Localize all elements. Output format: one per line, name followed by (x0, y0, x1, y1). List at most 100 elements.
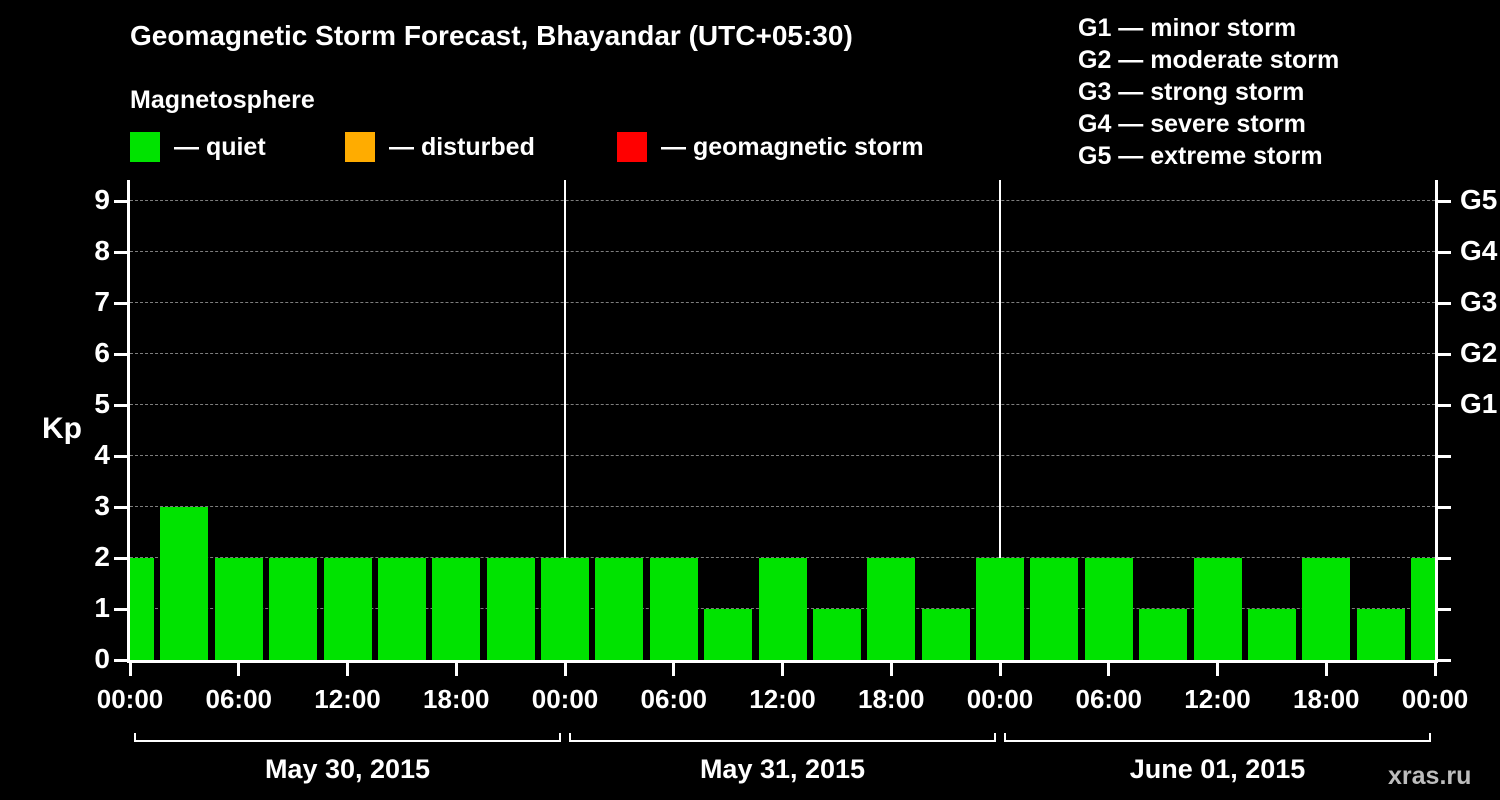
date-bracket-line (1004, 740, 1431, 742)
kp-bar (649, 558, 698, 660)
day-separator (999, 180, 1001, 660)
kp-bar (130, 558, 154, 660)
kp-bar (160, 507, 209, 660)
kp-state-legend: — quiet — disturbed — geomagnetic storm (130, 132, 1030, 166)
kp-bar (1411, 558, 1435, 660)
gridline (130, 557, 1435, 558)
g-scale-label: G4 (1460, 235, 1498, 266)
y-tick-label: 3 (94, 490, 110, 521)
x-tick (128, 663, 132, 676)
y-tick-label: 1 (94, 592, 110, 623)
y-tick (114, 455, 127, 458)
x-tick-label: 12:00 (314, 684, 381, 714)
x-axis (127, 660, 1438, 663)
g-scale-label: G1 (1460, 388, 1498, 419)
date-bracket-line (134, 740, 561, 742)
y-tick (114, 404, 127, 407)
x-tick (237, 663, 241, 676)
legend-item-label: — disturbed (389, 132, 535, 161)
gridline (130, 404, 1435, 405)
kp-bar (432, 558, 481, 660)
x-tick (1216, 663, 1219, 676)
x-tick-label: 06:00 (205, 684, 273, 714)
plot-area (130, 180, 1435, 660)
y-tick-label: 7 (94, 286, 110, 317)
y-tick (114, 506, 127, 509)
kp-bar (1084, 558, 1133, 660)
kp-bar (323, 558, 372, 660)
gridline (130, 353, 1435, 354)
legend-item-label: — geomagnetic storm (661, 132, 924, 161)
kp-bar (867, 558, 916, 660)
x-tick-label: 00:00 (966, 684, 1034, 714)
storm-scale-item: G4 — severe storm (1078, 110, 1306, 138)
x-tick-label: 00:00 (1401, 684, 1469, 714)
x-tick (1107, 663, 1111, 676)
kp-axis-title: Kp (42, 412, 82, 445)
y-tick-label: 2 (94, 541, 110, 572)
kp-bar (1030, 558, 1079, 660)
g-scale-label: G2 (1460, 337, 1498, 368)
date-bracket-tick (1429, 733, 1431, 742)
kp-bar (921, 609, 970, 660)
storm-scale-item: G2 — moderate storm (1078, 46, 1340, 74)
kp-bar (1193, 558, 1242, 660)
x-tick-label: 12:00 (1184, 684, 1251, 714)
kp-bar (486, 558, 535, 660)
y-tick-right (1438, 251, 1451, 254)
storm-scale-item: G5 — extreme storm (1078, 142, 1323, 170)
kp-bar (214, 558, 263, 660)
date-label: May 31, 2015 (699, 754, 866, 784)
kp-bar (541, 558, 589, 660)
gridline (130, 302, 1435, 303)
y-tick-right (1438, 455, 1451, 458)
kp-bar (1356, 609, 1405, 660)
kp-bar (1139, 609, 1188, 660)
gridline (130, 506, 1435, 507)
x-tick (1433, 663, 1437, 676)
date-bracket-tick (559, 733, 561, 742)
x-tick-label: 18:00 (1293, 684, 1360, 714)
kp-bar (1302, 558, 1351, 660)
x-tick (672, 663, 676, 676)
y-tick (114, 302, 127, 305)
gridline (130, 200, 1435, 201)
y-tick-label: 6 (94, 337, 110, 368)
date-bracket-line (569, 740, 996, 742)
date-bracket-tick (134, 733, 136, 742)
x-tick (889, 663, 893, 676)
y-tick-right (1438, 557, 1451, 560)
x-tick-label: 06:00 (1075, 684, 1143, 714)
kp-bar (758, 558, 807, 660)
g-scale-label: G3 (1460, 286, 1498, 317)
x-tick-label: 00:00 (531, 684, 599, 714)
x-tick-label: 12:00 (749, 684, 816, 714)
y-tick-right (1438, 200, 1451, 203)
x-tick (454, 663, 458, 676)
date-bracket-tick (569, 733, 571, 742)
storm-scale-item: G3 — strong storm (1078, 78, 1305, 106)
y-tick (114, 557, 127, 560)
y-tick-right (1438, 608, 1451, 611)
x-tick (781, 663, 784, 676)
kp-bar (377, 558, 426, 660)
y-tick-right (1438, 659, 1451, 662)
y-tick (114, 659, 127, 662)
kp-bar (812, 609, 861, 660)
gridline (130, 455, 1435, 456)
legend-item-storm: — geomagnetic storm (617, 132, 924, 162)
y-tick (114, 251, 127, 254)
x-tick-label: 06:00 (640, 684, 708, 714)
kp-bar (704, 609, 753, 660)
page-title: Geomagnetic Storm Forecast, Bhayandar (U… (130, 20, 853, 51)
date-bracket-tick (1004, 733, 1006, 742)
day-separator (564, 180, 566, 660)
x-tick (563, 663, 567, 676)
quiet-swatch-icon (130, 132, 160, 162)
x-tick-label: 18:00 (423, 684, 490, 714)
y-tick (114, 200, 127, 203)
legend-item-label: — quiet (174, 132, 266, 161)
g-scale-label: G5 (1460, 184, 1498, 215)
y-axis-left (127, 180, 130, 663)
kp-bar (1247, 609, 1296, 660)
